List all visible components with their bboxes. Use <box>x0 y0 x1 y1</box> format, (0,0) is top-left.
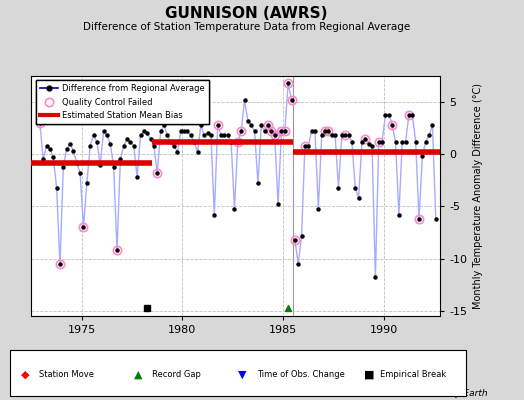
Text: GUNNISON (AWRS): GUNNISON (AWRS) <box>165 6 328 21</box>
Text: Record Gap: Record Gap <box>152 370 201 379</box>
Y-axis label: Monthly Temperature Anomaly Difference (°C): Monthly Temperature Anomaly Difference (… <box>473 83 483 309</box>
Text: ▼: ▼ <box>238 370 247 380</box>
Text: Difference of Station Temperature Data from Regional Average: Difference of Station Temperature Data f… <box>83 22 410 32</box>
Text: Station Move: Station Move <box>39 370 94 379</box>
Text: Time of Obs. Change: Time of Obs. Change <box>257 370 345 379</box>
Text: Berkeley Earth: Berkeley Earth <box>421 389 487 398</box>
Text: ■: ■ <box>364 370 375 380</box>
Text: ◆: ◆ <box>21 370 29 380</box>
Legend: Difference from Regional Average, Quality Control Failed, Estimated Station Mean: Difference from Regional Average, Qualit… <box>36 80 209 124</box>
Text: ▲: ▲ <box>134 370 142 380</box>
Text: Empirical Break: Empirical Break <box>380 370 446 379</box>
